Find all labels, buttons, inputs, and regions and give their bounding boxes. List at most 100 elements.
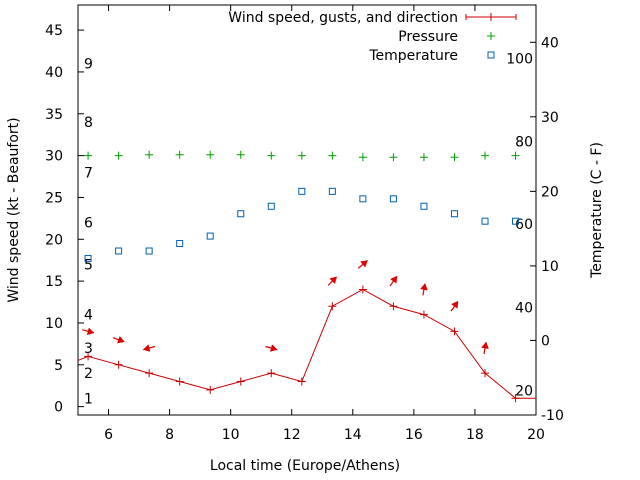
wind-arrow-head: [329, 276, 337, 285]
wind-speed-point: [450, 327, 459, 336]
temperature-point: [84, 254, 92, 262]
wind-speed-point: [206, 385, 215, 394]
wind-speed-point: [419, 310, 428, 319]
wind-speed-point: [511, 394, 520, 403]
wind-arrow-head: [451, 300, 459, 309]
pressure-point: [450, 153, 459, 162]
pressure-point: [389, 153, 398, 162]
pressure-point: [236, 150, 245, 159]
wind-speed-point: [114, 360, 123, 369]
x-tick-label: 20: [527, 427, 545, 443]
wind-speed-point: [175, 377, 184, 386]
series-0: [77, 285, 536, 403]
y-tick-label-right: -10: [541, 408, 564, 424]
series-1: [84, 150, 520, 162]
y-tick-label-right: 20: [541, 184, 559, 200]
y-tick-label-left: 45: [45, 23, 63, 39]
legend-swatch-ends: [465, 14, 517, 20]
series-layer: [77, 150, 536, 403]
temperature-point: [450, 210, 458, 218]
beaufort-label: 3: [84, 341, 93, 357]
pressure-point: [511, 151, 520, 160]
wind-arrow-head: [142, 344, 151, 352]
temperature-point: [298, 187, 306, 195]
wind-arrow: [481, 341, 489, 355]
axis-ticks: 6 8 10 12 14 16 18 20051015202530354045-1001020…: [45, 5, 564, 443]
y-tick-label-left: 0: [54, 400, 63, 416]
fahrenheit-label: 100: [506, 52, 533, 68]
pressure-point: [114, 151, 123, 160]
wind-arrow: [142, 344, 156, 352]
wind-arrow: [357, 260, 368, 269]
x-tick-label: 14: [344, 427, 362, 443]
wind-arrow: [450, 300, 459, 312]
y-tick-label-left: 15: [45, 274, 63, 290]
wind-arrow-head: [117, 335, 125, 344]
temperature-point: [359, 195, 367, 203]
y-tick-label-left: 35: [45, 107, 63, 123]
wind-speed-point: [145, 369, 154, 378]
x-tick-label: 12: [283, 427, 301, 443]
temperature-point: [267, 202, 275, 210]
beaufort-label: 5: [84, 257, 93, 273]
pressure-point: [267, 151, 276, 160]
wind-speed-point: [267, 369, 276, 378]
beaufort-label: 7: [84, 165, 93, 181]
y-tick-label-right: 40: [541, 35, 559, 51]
pressure-point: [297, 151, 306, 160]
temperature-point: [176, 240, 184, 248]
temperature-point: [389, 195, 397, 203]
wind-speed-point: [236, 377, 245, 386]
temperature-point: [328, 187, 336, 195]
fahrenheit-label: 20: [515, 383, 533, 399]
beaufort-label: 4: [84, 308, 93, 324]
wind-arrow-head: [420, 283, 428, 291]
legend-marker-pressure: [487, 32, 495, 40]
y-tick-label-left: 10: [45, 316, 63, 332]
legend-label-pressure: Pressure: [398, 29, 458, 45]
wind-arrow: [389, 275, 398, 287]
legend-marker-temperature: [487, 51, 495, 59]
beaufort-label: 9: [84, 57, 93, 73]
pressure-point: [84, 151, 93, 160]
temperature-point: [237, 210, 245, 218]
wind-arrow: [82, 327, 95, 336]
x-tick-label: 18: [466, 427, 484, 443]
wind-arrow: [265, 344, 278, 352]
temperature-point: [512, 217, 520, 225]
wind-arrow: [327, 276, 338, 286]
x-axis-title: Local time (Europe/Athens): [210, 458, 400, 474]
pressure-point: [328, 151, 337, 160]
wind-speed-point: [84, 352, 93, 361]
pressure-point: [145, 150, 154, 159]
fahrenheit-label: 80: [515, 134, 533, 150]
y-tick-label-left: 20: [45, 232, 63, 248]
pressure-point: [419, 153, 428, 162]
wind-arrow-head: [270, 344, 278, 352]
x-tick-label: 6: [104, 427, 113, 443]
beaufort-scale: 1 2 3 4 5 6 7 8 9: [84, 57, 93, 408]
series-2: [84, 187, 520, 262]
beaufort-label: 6: [84, 216, 93, 232]
pressure-point: [358, 153, 367, 162]
y-tick-label-left: 40: [45, 65, 63, 81]
pressure-point: [206, 150, 215, 159]
y-tick-label-left: 25: [45, 190, 63, 206]
fahrenheit-scale: 20 40 60 80 100: [506, 52, 533, 400]
legend-marker-wind: [487, 13, 495, 21]
legend-label-temperature: Temperature: [368, 48, 458, 64]
y-tick-label-right: 30: [541, 110, 559, 126]
y-axis-title-left: Wind speed (kt - Beaufort): [6, 117, 22, 302]
pressure-point: [175, 150, 184, 159]
y-tick-label-left: 30: [45, 149, 63, 165]
temperature-point: [481, 217, 489, 225]
wind-direction-arrows: [82, 260, 489, 355]
temperature-point: [206, 232, 214, 240]
wind-speed-point: [328, 302, 337, 311]
y-tick-label-right: 0: [541, 333, 550, 349]
y-tick-label-left: 5: [54, 358, 63, 374]
legend-label-wind: Wind speed, gusts, and direction: [228, 10, 458, 26]
legend: Wind speed, gusts, and direction Pressur…: [228, 10, 517, 64]
wind-speed-point: [358, 285, 367, 294]
